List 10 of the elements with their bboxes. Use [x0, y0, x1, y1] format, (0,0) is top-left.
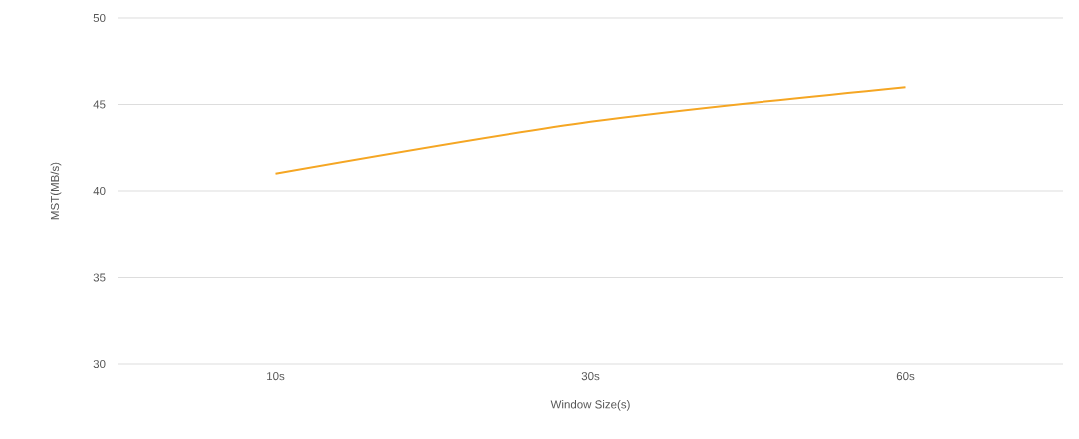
y-tick-label: 40	[93, 186, 106, 196]
x-tick-label: 60s	[896, 372, 915, 381]
y-tick-label: 50	[93, 13, 106, 23]
y-tick-label: 30	[93, 359, 106, 369]
x-tick-label: 30s	[581, 372, 600, 381]
y-axis-title: MST(MB/s)	[50, 162, 62, 220]
y-tick-label: 35	[93, 273, 106, 282]
y-tick-label: 45	[93, 100, 106, 109]
x-axis-title: Window Size(s)	[550, 400, 630, 411]
x-tick-label: 10s	[267, 372, 285, 381]
